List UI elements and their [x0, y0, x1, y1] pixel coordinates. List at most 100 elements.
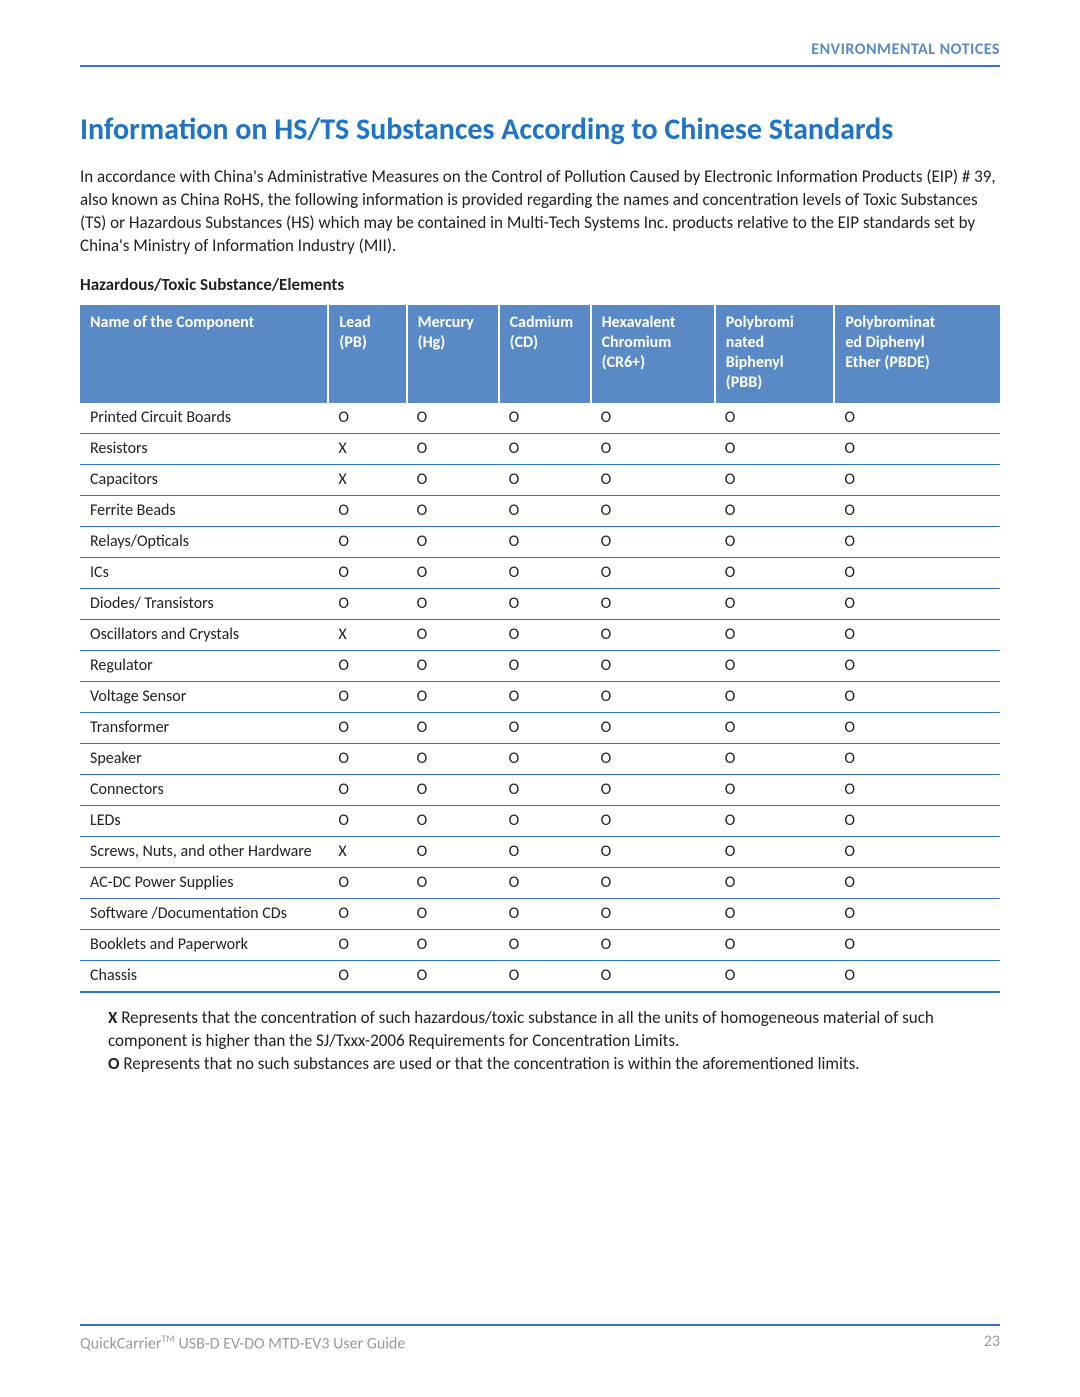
- header-rule: [80, 65, 1000, 67]
- value-cell: O: [834, 929, 1000, 960]
- value-cell: O: [834, 557, 1000, 588]
- value-cell: O: [715, 774, 835, 805]
- col-header-text: Lead: [339, 313, 370, 332]
- component-name-cell: Voltage Sensor: [80, 681, 328, 712]
- value-cell: X: [328, 836, 406, 867]
- value-cell: O: [715, 650, 835, 681]
- footer-product: QuickCarrierTM USB-D EV-DO MTD-EV3 User …: [80, 1332, 405, 1353]
- value-cell: O: [407, 743, 499, 774]
- value-cell: O: [499, 929, 591, 960]
- trademark: TM: [161, 1332, 174, 1345]
- col-header-text: (Hg): [418, 333, 446, 352]
- value-cell: O: [328, 898, 406, 929]
- component-name-cell: Chassis: [80, 960, 328, 992]
- value-cell: O: [328, 712, 406, 743]
- component-name-cell: Oscillators and Crystals: [80, 619, 328, 650]
- value-cell: O: [834, 712, 1000, 743]
- value-cell: O: [407, 898, 499, 929]
- value-cell: O: [715, 712, 835, 743]
- value-cell: O: [407, 588, 499, 619]
- value-cell: O: [328, 526, 406, 557]
- value-cell: O: [834, 898, 1000, 929]
- col-header-text: Name of the Component: [90, 313, 254, 332]
- value-cell: O: [715, 557, 835, 588]
- value-cell: O: [591, 805, 715, 836]
- intro-paragraph: In accordance with China's Administrativ…: [80, 166, 1000, 258]
- value-cell: O: [834, 588, 1000, 619]
- value-cell: O: [834, 805, 1000, 836]
- value-cell: X: [328, 464, 406, 495]
- section-label: ENVIRONMENTAL NOTICES: [80, 40, 1000, 65]
- value-cell: O: [834, 774, 1000, 805]
- value-cell: O: [499, 960, 591, 992]
- value-cell: O: [834, 464, 1000, 495]
- value-cell: O: [715, 867, 835, 898]
- col-header-text: ed Diphenyl: [845, 333, 924, 352]
- value-cell: O: [328, 403, 406, 434]
- value-cell: O: [407, 805, 499, 836]
- value-cell: O: [407, 836, 499, 867]
- table-row: LEDsOOOOOO: [80, 805, 1000, 836]
- component-name-cell: AC-DC Power Supplies: [80, 867, 328, 898]
- value-cell: O: [591, 650, 715, 681]
- value-cell: O: [715, 619, 835, 650]
- col-header-text: (PBB): [726, 373, 762, 392]
- value-cell: O: [715, 743, 835, 774]
- value-cell: O: [499, 774, 591, 805]
- col-header-text: Hexavalent: [602, 313, 676, 332]
- component-name-cell: Printed Circuit Boards: [80, 403, 328, 434]
- value-cell: O: [499, 805, 591, 836]
- table-row: Printed Circuit BoardsOOOOOO: [80, 403, 1000, 434]
- value-cell: O: [407, 495, 499, 526]
- table-row: RegulatorOOOOOO: [80, 650, 1000, 681]
- value-cell: O: [499, 403, 591, 434]
- value-cell: O: [499, 588, 591, 619]
- value-cell: O: [715, 526, 835, 557]
- col-header-text: (CR6+): [602, 353, 646, 372]
- component-name-cell: Relays/Opticals: [80, 526, 328, 557]
- col-header-text: Biphenyl: [726, 353, 784, 372]
- value-cell: O: [591, 403, 715, 434]
- value-cell: O: [407, 526, 499, 557]
- value-cell: O: [591, 433, 715, 464]
- value-cell: O: [715, 898, 835, 929]
- col-header-chromium: Hexavalent Chromium (CR6+): [591, 305, 715, 403]
- value-cell: O: [715, 960, 835, 992]
- substances-table: Name of the Component Lead (PB) Mercury …: [80, 305, 1000, 993]
- col-header-text: Polybrominat: [845, 313, 935, 332]
- value-cell: O: [407, 619, 499, 650]
- value-cell: O: [715, 805, 835, 836]
- col-header-text: (CD): [510, 333, 539, 352]
- value-cell: O: [715, 681, 835, 712]
- component-name-cell: Connectors: [80, 774, 328, 805]
- value-cell: O: [715, 464, 835, 495]
- value-cell: O: [328, 774, 406, 805]
- table-row: ChassisOOOOOO: [80, 960, 1000, 992]
- value-cell: O: [834, 836, 1000, 867]
- component-name-cell: ICs: [80, 557, 328, 588]
- value-cell: O: [328, 805, 406, 836]
- value-cell: O: [591, 960, 715, 992]
- value-cell: O: [834, 495, 1000, 526]
- footer-rule: [80, 1324, 1000, 1326]
- value-cell: O: [591, 495, 715, 526]
- value-cell: O: [715, 836, 835, 867]
- value-cell: O: [499, 650, 591, 681]
- legend-o-label: O: [108, 1053, 120, 1074]
- component-name-cell: Diodes/ Transistors: [80, 588, 328, 619]
- value-cell: O: [834, 526, 1000, 557]
- value-cell: O: [407, 650, 499, 681]
- component-name-cell: Ferrite Beads: [80, 495, 328, 526]
- value-cell: O: [328, 681, 406, 712]
- value-cell: X: [328, 619, 406, 650]
- value-cell: O: [591, 681, 715, 712]
- table-row: TransformerOOOOOO: [80, 712, 1000, 743]
- value-cell: O: [407, 557, 499, 588]
- value-cell: O: [591, 526, 715, 557]
- table-row: ConnectorsOOOOOO: [80, 774, 1000, 805]
- value-cell: O: [834, 743, 1000, 774]
- value-cell: O: [834, 619, 1000, 650]
- col-header-text: Ether (PBDE): [845, 353, 929, 372]
- table-row: Ferrite BeadsOOOOOO: [80, 495, 1000, 526]
- value-cell: O: [591, 898, 715, 929]
